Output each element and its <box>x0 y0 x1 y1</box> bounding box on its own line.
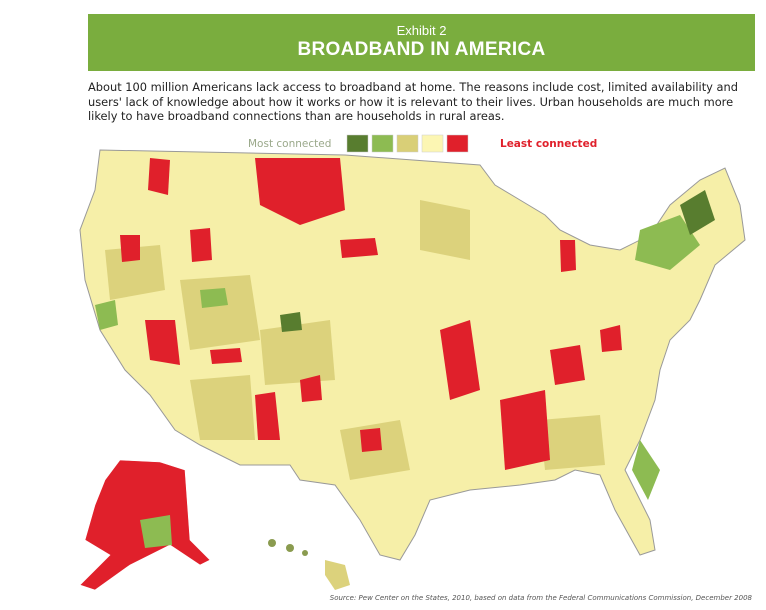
alaska-green <box>140 515 172 548</box>
legend-swatches <box>346 134 469 153</box>
red-regions <box>120 158 622 470</box>
title: BROADBAND IN AMERICA <box>297 39 546 60</box>
legend-swatch <box>446 134 469 153</box>
description: About 100 million Americans lack access … <box>88 80 738 123</box>
exhibit-label: Exhibit 2 <box>396 23 447 38</box>
map <box>79 134 746 591</box>
legend-least-label: Least connected <box>500 138 598 150</box>
tan-regions <box>105 200 605 480</box>
legend-swatch <box>421 134 444 153</box>
legend-swatch <box>371 134 394 153</box>
green-regions <box>95 190 715 500</box>
legend-swatch <box>346 134 369 153</box>
legend-most-label: Most connected <box>248 138 332 150</box>
legend-swatch <box>396 134 419 153</box>
header-banner: Exhibit 2 BROADBAND IN AMERICA <box>88 14 755 71</box>
source-note: Source: Pew Center on the States, 2010, … <box>329 594 752 602</box>
hawaii <box>268 539 350 590</box>
